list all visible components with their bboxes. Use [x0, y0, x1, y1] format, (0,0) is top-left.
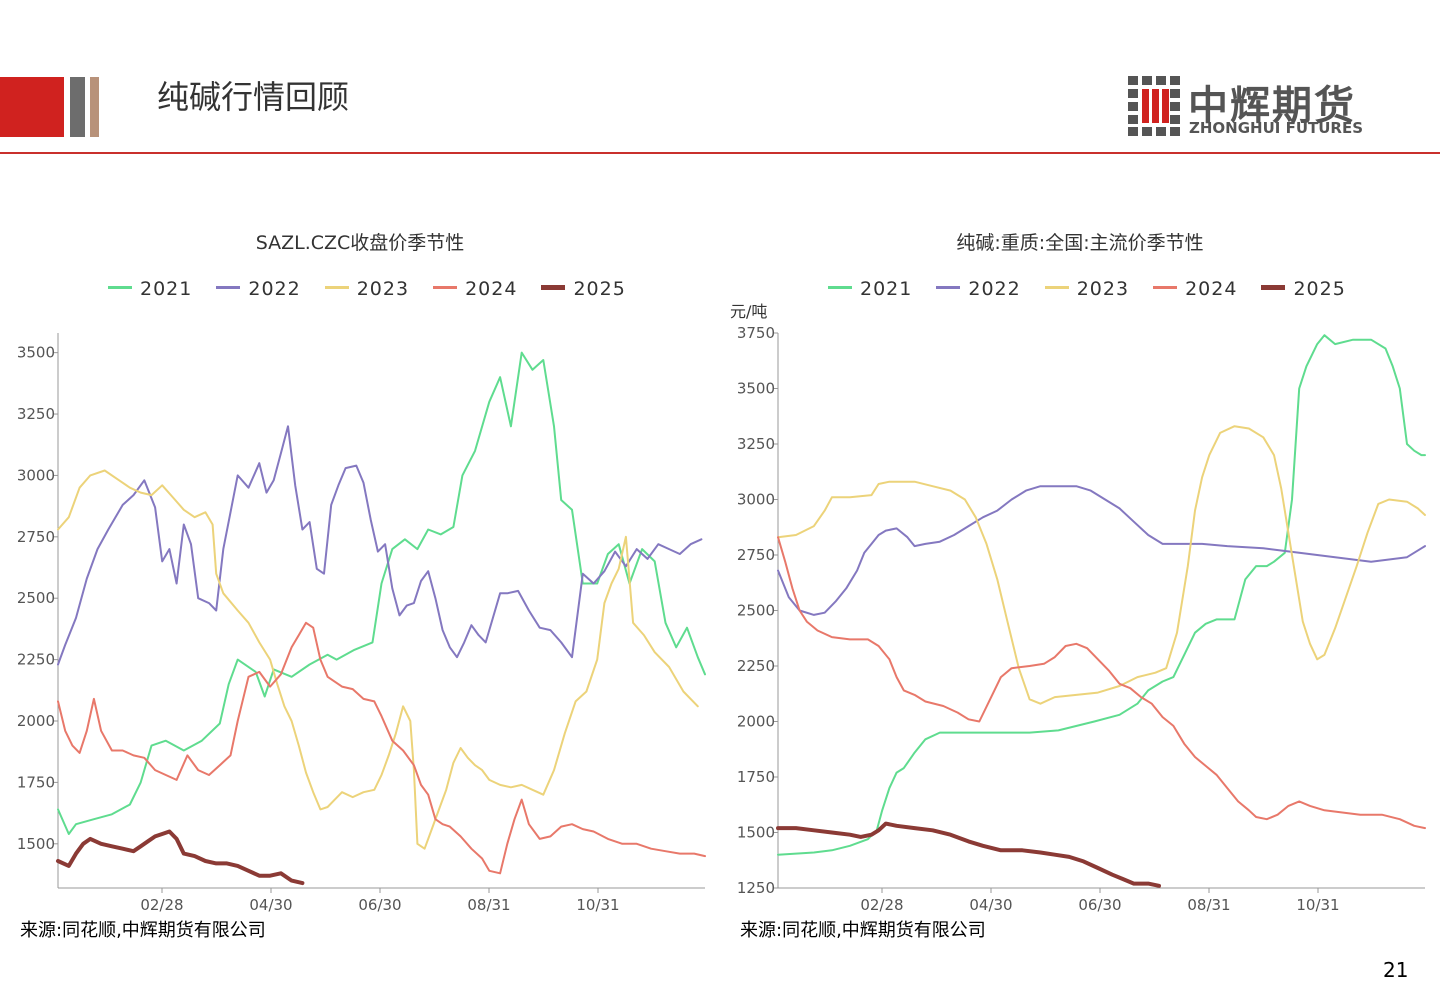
chart2-source: 来源:同花顺,中辉期货有限公司: [740, 920, 986, 941]
y-tick-label: 2250: [17, 651, 55, 669]
y-tick-label: 3250: [17, 405, 55, 423]
legend-item: 2025: [1261, 278, 1345, 300]
y-tick-label: 1750: [737, 768, 775, 786]
y-tick-label: 2500: [737, 602, 775, 620]
x-tick-label: 02/28: [140, 896, 183, 914]
header-divider: [0, 152, 1440, 154]
series-line-2023: [777, 425, 1426, 705]
header-tan-bar: [90, 77, 99, 137]
y-tick-label: 1500: [737, 824, 775, 842]
y-tick-label: 2500: [17, 589, 55, 607]
x-tick-label: 10/31: [1296, 896, 1339, 914]
chart1-title: SAZL.CZC收盘价季节性: [255, 232, 465, 254]
logo-text-en: ZHONGHUI FUTURES: [1189, 119, 1364, 137]
x-tick-label: 04/30: [249, 896, 292, 914]
legend-item: 2022: [936, 278, 1020, 300]
company-logo: 中辉期货 ZHONGHUI FUTURES: [1128, 73, 1363, 139]
series-line-2022: [777, 485, 1426, 616]
y-tick-label: 2750: [737, 546, 775, 564]
series-line-2025: [776, 821, 1161, 888]
series-line-2023: [57, 469, 699, 850]
y-tick-label: 3000: [17, 466, 55, 484]
series-line-2025: [56, 829, 305, 886]
legend-label: 2021: [140, 278, 193, 300]
chart2-legend: 2021 2022 2023 2024 2025: [828, 278, 1370, 304]
y-tick-label: 3250: [737, 435, 775, 453]
y-tick-label: 3500: [17, 344, 55, 362]
legend-label: 2022: [248, 278, 301, 300]
logo-grid-icon: [1128, 76, 1180, 136]
legend-item: 2025: [541, 278, 625, 300]
series-line-2024: [57, 621, 706, 875]
x-tick-label: 10/31: [576, 896, 619, 914]
legend-item: 2022: [216, 278, 300, 300]
chart2-y-unit: 元/吨: [730, 302, 768, 321]
series-line-2021: [57, 351, 706, 835]
y-tick-label: 2000: [737, 713, 775, 731]
legend-item: 2021: [828, 278, 912, 300]
y-tick-label: 2750: [17, 528, 55, 546]
series-line-2021: [777, 334, 1426, 856]
chart1-source: 来源:同花顺,中辉期货有限公司: [20, 920, 266, 941]
x-tick-label: 06/30: [358, 896, 401, 914]
y-tick-label: 3750: [737, 324, 775, 342]
header-red-block: [0, 77, 64, 137]
legend-label: 2024: [1185, 278, 1238, 300]
chart2-title: 纯碱:重质:全国:主流价季节性: [956, 232, 1204, 254]
y-tick-label: 2000: [17, 712, 55, 730]
y-tick-label: 3500: [737, 380, 775, 398]
x-tick-label: 08/31: [467, 896, 510, 914]
y-tick-label: 1500: [17, 835, 55, 853]
series-line-2022: [57, 425, 703, 666]
y-tick-label: 1250: [737, 879, 775, 897]
legend-item: 2023: [1044, 278, 1130, 300]
x-tick-label: 06/30: [1078, 896, 1121, 914]
y-tick-label: 3000: [737, 491, 775, 509]
legend-label: 2025: [1293, 278, 1346, 300]
series-line-2024: [777, 536, 1426, 830]
legend-item: 2023: [324, 278, 410, 300]
chart1-legend: 2021 2022 2023 2024 2025: [108, 278, 650, 304]
page-title: 纯碱行情回顾: [157, 78, 350, 116]
page-number: 21: [1383, 958, 1409, 982]
y-tick-label: 1750: [17, 773, 55, 791]
legend-label: 2025: [573, 278, 626, 300]
legend-item: 2024: [1153, 278, 1237, 300]
logo-text-cn: 中辉期货: [1188, 83, 1356, 129]
legend-label: 2021: [860, 278, 913, 300]
legend-item: 2024: [433, 278, 517, 300]
legend-label: 2023: [356, 278, 410, 300]
x-tick-label: 02/28: [860, 896, 903, 914]
x-tick-label: 04/30: [969, 896, 1012, 914]
y-tick-label: 2250: [737, 657, 775, 675]
legend-label: 2022: [968, 278, 1021, 300]
x-tick-label: 08/31: [1187, 896, 1230, 914]
legend-label: 2024: [465, 278, 518, 300]
legend-label: 2023: [1076, 278, 1130, 300]
header-gray-bar: [70, 77, 85, 137]
legend-item: 2021: [108, 278, 192, 300]
